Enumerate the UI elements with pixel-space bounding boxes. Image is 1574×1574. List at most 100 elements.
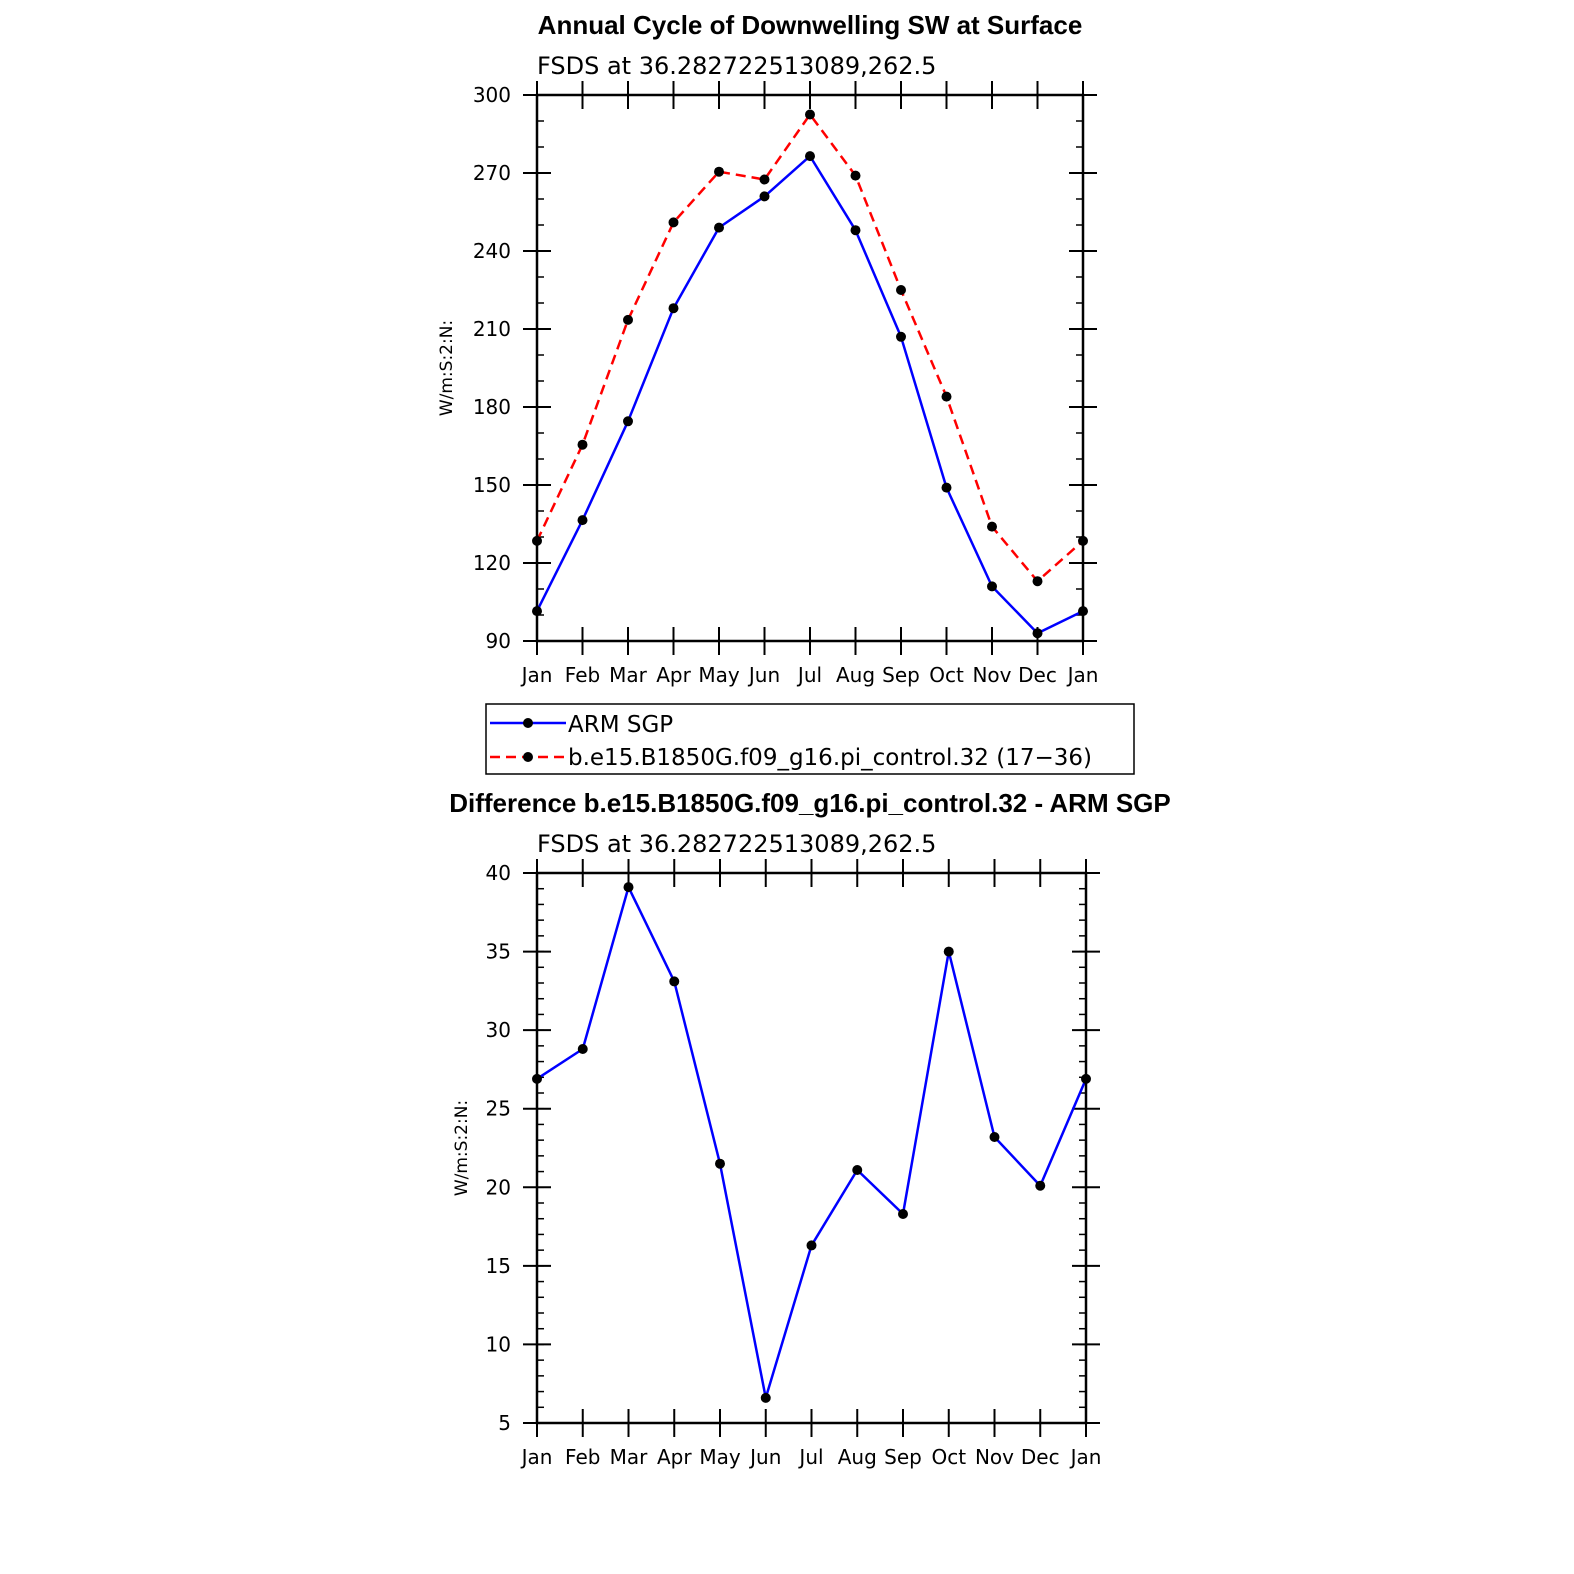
top-chart-series-point-1 (714, 166, 724, 177)
top-chart-xtick-label: Jul (796, 663, 822, 687)
top-chart-ylabel: W/m:S:2:N: (437, 320, 457, 416)
top-chart-xtick-label: Jan (1066, 663, 1099, 687)
bottom-chart-ytick-label: 15 (486, 1254, 511, 1278)
top-chart-series-point-0 (805, 151, 815, 162)
top-chart-frame (535, 93, 1085, 643)
bottom-chart-series-point-0 (577, 1044, 588, 1054)
bottom-chart-series-line-0 (536, 885, 1088, 1400)
legend-marker-model (523, 752, 533, 762)
bottom-chart-xtick-label: May (699, 1445, 741, 1469)
top-chart-ytick-label: 150 (473, 473, 511, 497)
bottom-chart-series-point-0 (669, 976, 680, 987)
bottom-chart-xtick-label: Jun (748, 1445, 781, 1469)
top-chart-ytick-label: 210 (473, 317, 511, 341)
top-chart-xtick-label: Sep (882, 663, 920, 687)
top-chart-series-point-1 (759, 174, 770, 185)
legend-marker-arm-sgp (523, 718, 533, 728)
top-chart-subtitle: FSDS at 36.282722513089,262.5 (537, 52, 936, 80)
top-chart-xtick-label: Aug (836, 663, 875, 687)
top-chart-axes: Jan Feb Mar Apr May Jun Jul Aug Sep Oct Nov Dec Jan 9… (473, 81, 1099, 687)
top-chart: Annual Cycle of Downwelling SW at Surfac… (437, 10, 1135, 775)
legend: ARM SGP b.e15.B1850G.f09_g16.pi_control.… (485, 703, 1135, 775)
top-chart-series-point-0 (850, 225, 861, 236)
top-chart-series-point-1 (577, 439, 588, 450)
top-chart-xtick-label: May (698, 663, 740, 687)
top-chart-xtick-label: Dec (1018, 663, 1057, 687)
bottom-chart: Difference b.e15.B1850G.f09_g16.pi_contr… (449, 788, 1171, 1469)
bottom-chart-ytick-label: 35 (486, 940, 511, 964)
bottom-chart-xtick-label: Jan (1069, 1445, 1102, 1469)
bottom-chart-ytick-label: 40 (486, 861, 511, 885)
top-chart-ytick-label: 270 (473, 161, 511, 185)
top-chart-series-point-0 (1032, 628, 1043, 639)
top-chart-series-point-0 (623, 416, 633, 427)
top-chart-ytick-label: 300 (473, 83, 511, 107)
bottom-chart-frame (535, 871, 1088, 1425)
top-chart-series-line-0 (535, 154, 1084, 635)
bottom-chart-xtick-label: Jan (520, 1445, 553, 1469)
top-chart-xtick-label: Apr (656, 663, 691, 687)
top-chart-xtick-label: Oct (929, 663, 964, 687)
legend-label-model: b.e15.B1850G.f09_g16.pi_control.32 (17−3… (568, 745, 1092, 771)
top-chart-series-point-0 (668, 303, 679, 314)
bottom-chart-series-point-0 (623, 882, 634, 893)
bottom-chart-series-point-0 (760, 1392, 771, 1403)
top-chart-xtick-label: Nov (972, 663, 1011, 687)
top-chart-series-point-0 (987, 581, 997, 592)
bottom-chart-xtick-label: Nov (975, 1445, 1014, 1469)
bottom-chart-series-point-0 (898, 1209, 908, 1219)
top-chart-series-line-1 (535, 113, 1084, 583)
top-chart-series-point-1 (805, 109, 815, 120)
top-chart-xtick-label: Jan (520, 663, 553, 687)
top-chart-title: Annual Cycle of Downwelling SW at Surfac… (538, 10, 1083, 40)
top-chart-ytick-label: 180 (473, 395, 511, 419)
bottom-chart-title: Difference b.e15.B1850G.f09_g16.pi_contr… (449, 788, 1171, 818)
bottom-chart-ytick-label: 20 (486, 1175, 511, 1199)
legend-label-arm-sgp: ARM SGP (568, 712, 673, 738)
top-chart-series-point-1 (850, 170, 861, 181)
bottom-chart-xtick-label: Apr (657, 1445, 692, 1469)
bottom-chart-ylabel: W/m:S:2:N: (452, 1100, 472, 1196)
bottom-chart-ytick-label: 5 (498, 1411, 511, 1435)
bottom-chart-xtick-label: Feb (565, 1445, 600, 1469)
top-chart-xtick-label: Jun (747, 663, 780, 687)
legend-entry-model: b.e15.B1850G.f09_g16.pi_control.32 (17−3… (490, 745, 1092, 771)
bottom-chart-ytick-label: 25 (486, 1097, 511, 1121)
top-chart-series-point-0 (759, 191, 770, 202)
bottom-chart-xtick-label: Mar (610, 1445, 649, 1469)
bottom-chart-xtick-label: Dec (1021, 1445, 1060, 1469)
top-chart-series-point-1 (987, 521, 997, 532)
top-chart-series-point-0 (896, 331, 906, 342)
bottom-chart-subtitle: FSDS at 36.282722513089,262.5 (537, 830, 936, 858)
top-chart-xtick-label: Feb (565, 663, 600, 687)
legend-box (485, 703, 1135, 775)
top-chart-ytick-label: 120 (473, 551, 511, 575)
top-chart-series (532, 109, 1088, 639)
bottom-chart-axes: Jan Feb Mar Apr May Jun Jul Aug Sep Oct Nov Dec Jan 5… (486, 859, 1102, 1469)
top-chart-ytick-label: 240 (473, 239, 511, 263)
legend-entry-arm-sgp: ARM SGP (490, 712, 673, 738)
top-chart-series-point-1 (1032, 576, 1043, 587)
top-chart-series-point-0 (714, 222, 724, 233)
bottom-chart-xtick-label: Jul (797, 1445, 823, 1469)
top-chart-series-point-1 (941, 391, 952, 402)
bottom-chart-series-point-0 (806, 1240, 817, 1251)
top-chart-series-point-0 (577, 515, 588, 526)
bottom-chart-xtick-label: Oct (931, 1445, 966, 1469)
top-chart-xtick-label: Mar (609, 663, 648, 687)
top-chart-series-point-1 (668, 217, 679, 228)
bottom-chart-xtick-label: Sep (884, 1445, 922, 1469)
top-chart-series-point-0 (941, 482, 952, 493)
bottom-chart-series-point-0 (852, 1165, 863, 1175)
bottom-chart-ytick-label: 10 (486, 1332, 511, 1356)
bottom-chart-series-point-0 (715, 1158, 725, 1169)
top-chart-series-point-1 (623, 314, 633, 325)
top-chart-ytick-label: 90 (486, 629, 511, 653)
bottom-chart-series (532, 882, 1091, 1403)
bottom-chart-series-point-0 (943, 946, 954, 957)
bottom-chart-xtick-label: Aug (838, 1445, 877, 1469)
bottom-chart-series-point-0 (1035, 1180, 1046, 1191)
top-chart-series-point-1 (896, 285, 906, 295)
bottom-chart-series-point-0 (989, 1132, 1000, 1142)
